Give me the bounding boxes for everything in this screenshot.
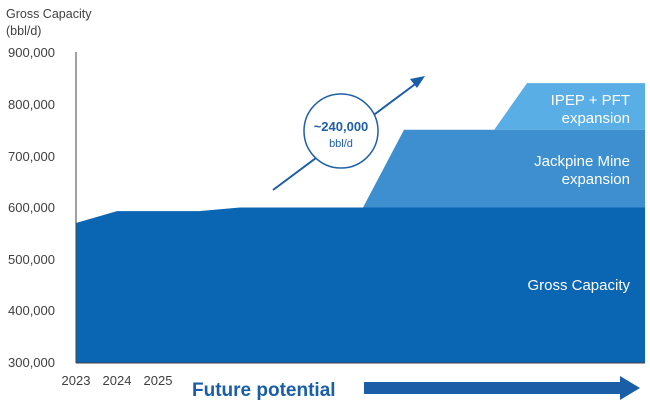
y-axis-label-line-1: Gross Capacity (6, 7, 92, 21)
future-arrow-head (620, 376, 640, 400)
y-tick-400000: 400,000 (8, 303, 55, 318)
jackpine-label-line-1: Jackpine Mine (534, 153, 630, 170)
x-tick-2023: 2023 (62, 373, 91, 388)
ipep-pft-expansion-area (494, 83, 645, 130)
future-arrow-shaft (364, 382, 622, 394)
y-axis-label-line-2: (bbl/d) (6, 24, 41, 38)
gross-capacity-area (76, 207, 645, 363)
ipep-pft-label-line-1: IPEP + PFT (551, 92, 630, 109)
y-tick-700000: 700,000 (8, 149, 55, 164)
y-tick-900000: 900,000 (8, 45, 55, 60)
y-tick-500000: 500,000 (8, 252, 55, 267)
y-tick-300000: 300,000 (8, 355, 55, 370)
y-tick-labels: 900,000 800,000 700,000 600,000 500,000 … (8, 45, 55, 370)
annotation-value: ~240,000 (314, 119, 369, 134)
annotation-unit: bbl/d (329, 138, 353, 150)
x-tick-2024: 2024 (103, 373, 132, 388)
x-tick-2025: 2025 (144, 373, 173, 388)
annotation-circle (303, 93, 379, 169)
growth-arrow-head (410, 76, 425, 88)
jackpine-label-line-2: expansion (562, 171, 630, 188)
jackpine-mine-expansion-area (363, 129, 645, 208)
gross-capacity-label: Gross Capacity (527, 277, 630, 294)
future-potential-label: Future potential (192, 380, 336, 401)
ipep-pft-label-line-2: expansion (562, 110, 630, 127)
y-tick-600000: 600,000 (8, 200, 55, 215)
y-tick-800000: 800,000 (8, 97, 55, 112)
